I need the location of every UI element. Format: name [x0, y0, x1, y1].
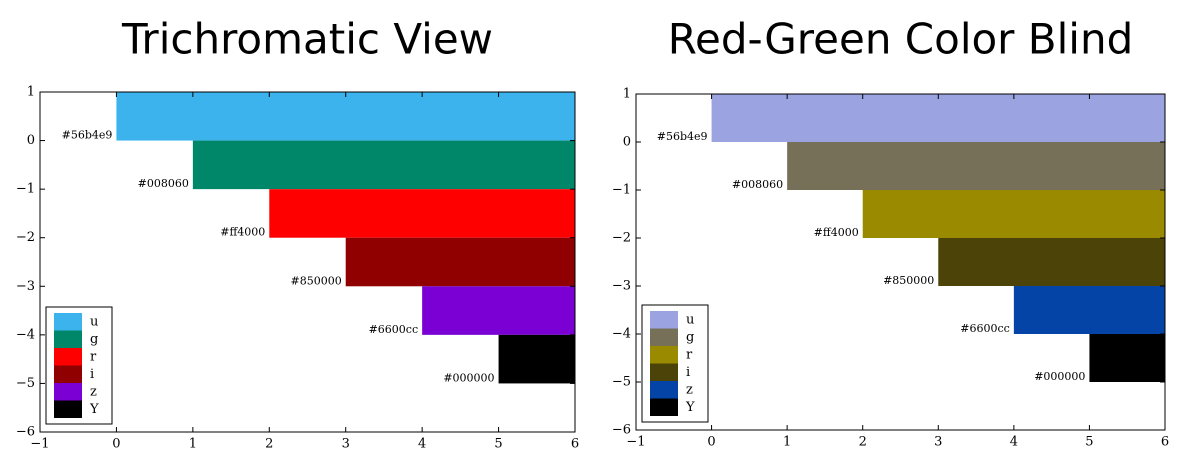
x-tick-label: 2	[859, 435, 867, 450]
legend-label: u	[90, 314, 98, 329]
legend-swatch	[650, 311, 678, 329]
legend-label: u	[686, 312, 694, 327]
bar	[787, 142, 1165, 190]
legend-label: z	[90, 384, 97, 399]
y-tick-label: −1	[612, 183, 631, 198]
plot-frame	[39, 91, 576, 433]
bar-label: #850000	[290, 274, 341, 287]
x-tick-label: 4	[418, 437, 426, 452]
x-tick-label: −1	[30, 437, 49, 452]
bar-label: #56b4e9	[657, 130, 708, 143]
bar	[116, 92, 575, 141]
bar	[422, 286, 575, 335]
legend-label: g	[90, 332, 98, 347]
legend-label: Y	[89, 402, 99, 417]
x-tick-label: 4	[1010, 435, 1018, 450]
bar	[1089, 334, 1165, 382]
bar	[345, 237, 575, 287]
x-tick-label: 5	[494, 437, 502, 452]
chart-title: Red-Green Color Blind	[668, 15, 1133, 64]
legend-label: r	[686, 347, 693, 362]
legend-label: i	[686, 365, 690, 380]
x-tick-label: 0	[707, 435, 715, 450]
y-tick-label: −6	[612, 423, 631, 438]
bar	[711, 94, 1165, 142]
bar	[938, 238, 1165, 286]
y-tick-label: 1	[623, 87, 631, 102]
y-tick-label: −5	[16, 376, 35, 391]
bar	[192, 140, 575, 190]
x-tick-label: 6	[1161, 435, 1169, 450]
x-tick-label: −1	[626, 435, 645, 450]
bar-label: #6600cc	[960, 322, 1010, 335]
legend-swatch	[54, 400, 82, 418]
x-tick-label: 3	[934, 435, 942, 450]
legend-swatch	[54, 313, 82, 331]
y-tick-label: −5	[612, 375, 631, 390]
y-tick-label: −1	[16, 182, 35, 197]
y-tick-label: −4	[612, 327, 631, 342]
bar-label: #6600cc	[369, 323, 419, 336]
y-tick-label: −4	[16, 327, 35, 342]
legend-label: z	[686, 382, 693, 397]
legend-swatch	[54, 365, 82, 383]
chart-title: Trichromatic View	[121, 15, 493, 64]
legend-label: Y	[685, 400, 695, 415]
legend-swatch	[650, 328, 678, 346]
bar-label: #56b4e9	[62, 129, 113, 142]
bar-label: #ff4000	[814, 226, 859, 239]
y-tick-label: −2	[612, 231, 631, 246]
x-tick-label: 0	[112, 437, 120, 452]
bar	[1013, 286, 1165, 334]
x-tick-label: 3	[342, 437, 350, 452]
legend-swatch	[54, 330, 82, 348]
y-tick-label: 1	[27, 85, 35, 100]
x-tick-label: 5	[1085, 435, 1093, 450]
x-tick-label: 6	[571, 437, 579, 452]
legend-swatch	[54, 348, 82, 366]
legend-swatch	[650, 346, 678, 364]
x-tick-label: 1	[189, 437, 197, 452]
plot-frame	[635, 93, 1166, 431]
legend-label: i	[90, 367, 94, 382]
bar-label: #ff4000	[220, 226, 265, 239]
y-tick-label: 0	[27, 133, 35, 148]
y-tick-label: −2	[16, 230, 35, 245]
bar-label: #008060	[138, 177, 189, 190]
legend-label: r	[90, 349, 97, 364]
bar	[269, 189, 575, 238]
bar	[498, 334, 575, 384]
legend-swatch	[54, 383, 82, 401]
y-tick-label: −6	[16, 425, 35, 440]
y-tick-label: −3	[612, 279, 631, 294]
legend-swatch	[650, 398, 678, 416]
bar-label: #000000	[443, 371, 494, 384]
y-tick-label: 0	[623, 135, 631, 150]
legend-swatch	[650, 381, 678, 399]
bar-label: #008060	[732, 178, 783, 191]
legend-label: g	[686, 330, 694, 345]
bar-label: #850000	[883, 274, 934, 287]
x-tick-label: 2	[265, 437, 273, 452]
bar	[862, 190, 1165, 238]
y-tick-label: −3	[16, 279, 35, 294]
bar-label: #000000	[1034, 370, 1085, 383]
x-tick-label: 1	[783, 435, 791, 450]
legend-swatch	[650, 363, 678, 381]
